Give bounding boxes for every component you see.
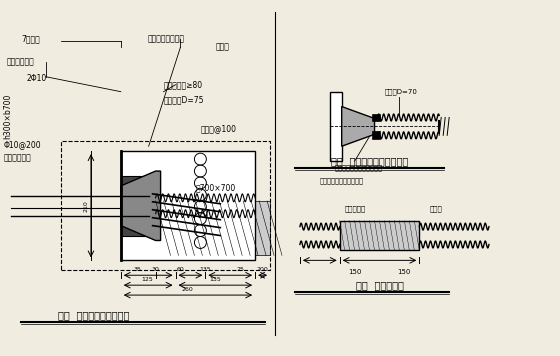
Bar [371, 114, 380, 121]
Text: 135: 135 [199, 267, 211, 272]
Text: 锚垫板（喇叭管）: 锚垫板（喇叭管） [148, 35, 185, 43]
Text: Φ10@200: Φ10@200 [3, 140, 41, 149]
Text: 波纹管外D=75: 波纹管外D=75 [164, 95, 204, 104]
Polygon shape [121, 176, 151, 236]
Text: 螺旋筋: 螺旋筋 [216, 42, 229, 52]
Text: 125: 125 [142, 277, 153, 282]
Text: 图二  锚垫板与波纹管的连接: 图二 锚垫板与波纹管的连接 [331, 156, 408, 166]
Text: 260: 260 [181, 287, 193, 292]
Text: 柱箍筋@100: 柱箍筋@100 [200, 124, 236, 133]
Polygon shape [342, 106, 375, 146]
Text: 密封胶带缠绕波纹管接口: 密封胶带缠绕波纹管接口 [320, 178, 364, 184]
Text: 柱700×700: 柱700×700 [195, 183, 236, 193]
Text: 210: 210 [84, 200, 89, 212]
Polygon shape [156, 201, 270, 255]
Text: 150: 150 [398, 269, 411, 275]
Text: 7孔锚板: 7孔锚板 [21, 35, 40, 43]
Polygon shape [148, 218, 153, 226]
Text: 接头波纹管: 接头波纹管 [344, 205, 366, 212]
Text: 60: 60 [176, 267, 184, 272]
Bar [371, 131, 380, 139]
Text: 图三  波纹管接头: 图三 波纹管接头 [356, 280, 403, 290]
Text: 图一  有粘结张拉端构造图: 图一 有粘结张拉端构造图 [58, 310, 129, 320]
Polygon shape [121, 151, 255, 260]
Text: 35: 35 [134, 267, 142, 272]
Bar [330, 92, 342, 161]
Text: 波纹管: 波纹管 [430, 205, 442, 212]
Polygon shape [121, 171, 161, 241]
Text: 用浸泡过水泥浆的棉纱封堵: 用浸泡过水泥浆的棉纱封堵 [335, 165, 382, 171]
Polygon shape [148, 203, 153, 211]
Text: 封头张拉后浇: 封头张拉后浇 [3, 154, 31, 163]
Text: 150: 150 [348, 269, 361, 275]
Text: 波纹管D=70: 波纹管D=70 [385, 88, 417, 95]
Text: 预应力钢绞线: 预应力钢绞线 [6, 57, 34, 67]
Text: 柱主筋净距≥80: 柱主筋净距≥80 [164, 80, 203, 89]
Polygon shape [148, 188, 153, 196]
Text: 2Φ10: 2Φ10 [26, 74, 46, 83]
Text: 135: 135 [209, 277, 221, 282]
Text: 200: 200 [256, 267, 268, 272]
Text: h300×b700: h300×b700 [3, 94, 12, 139]
Text: 30: 30 [152, 267, 160, 272]
Bar [340, 221, 419, 250]
Text: 25: 25 [236, 267, 244, 272]
